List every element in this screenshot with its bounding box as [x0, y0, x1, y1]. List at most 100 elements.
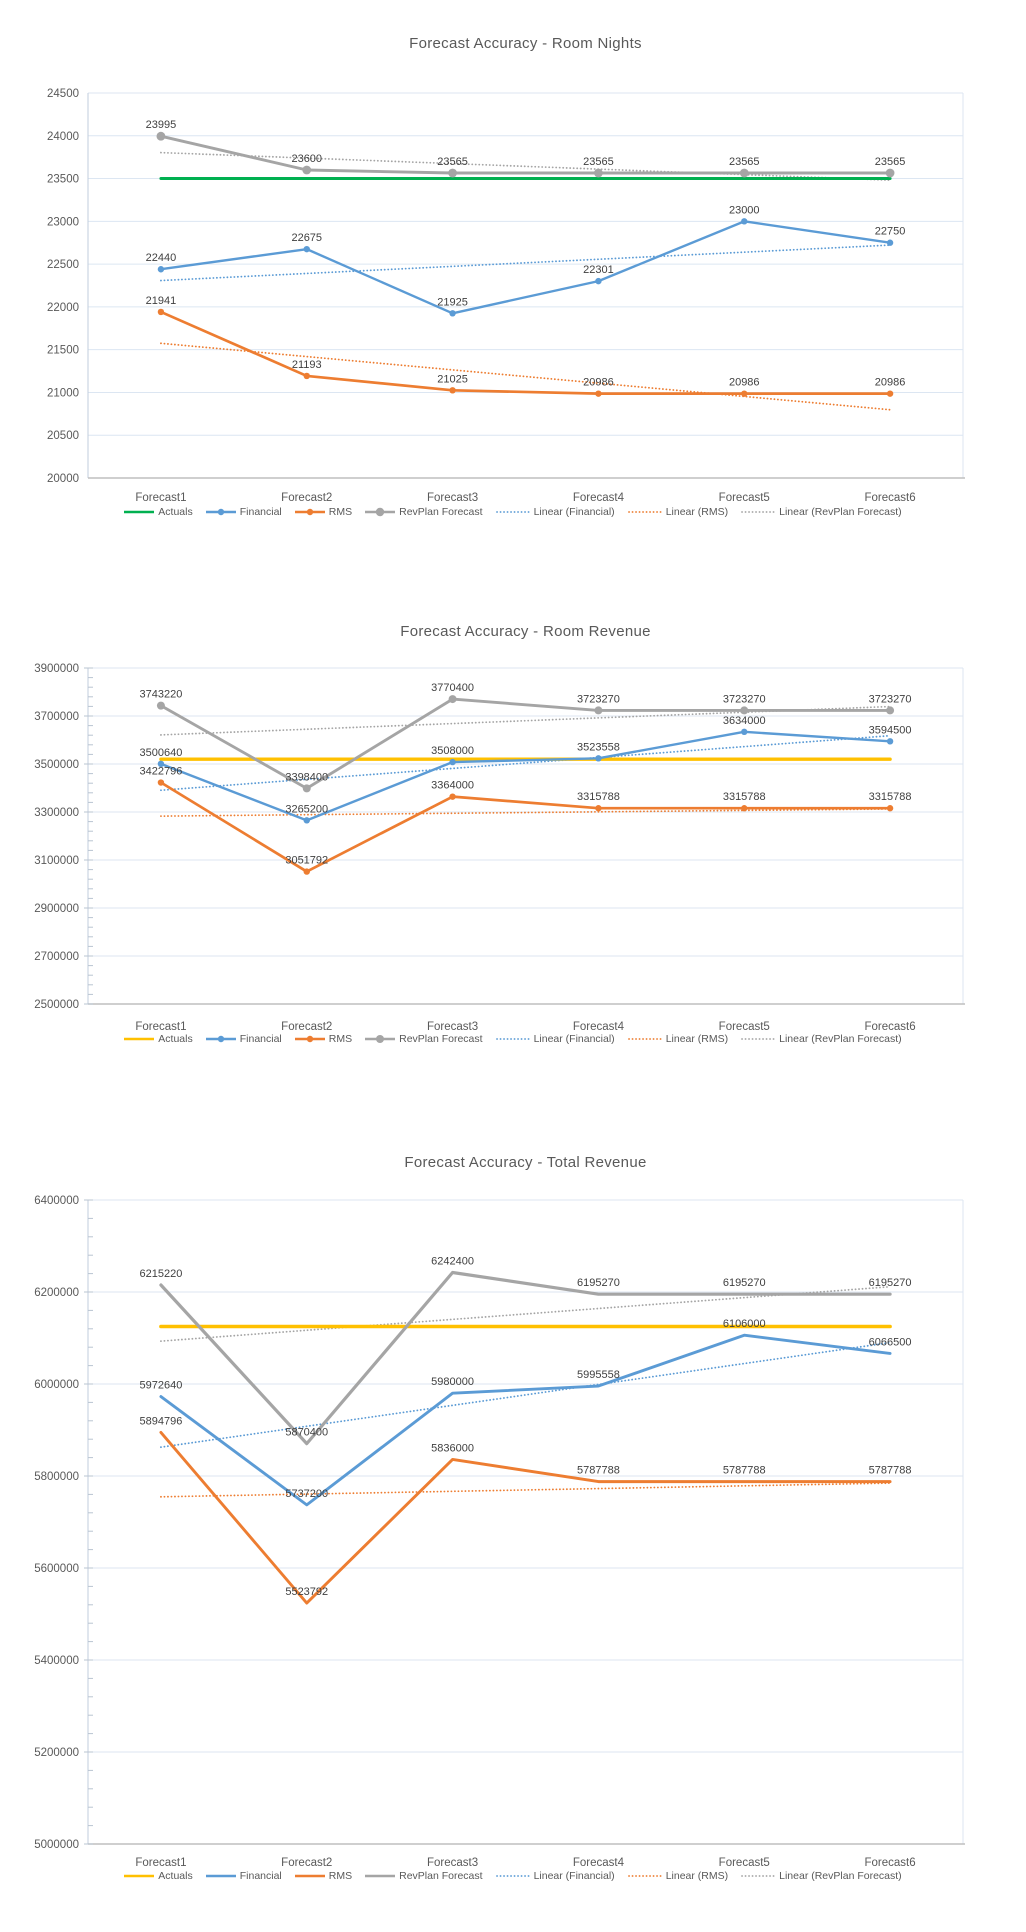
legend-swatch: [365, 1035, 396, 1043]
series-marker-financial: [303, 245, 310, 253]
series-marker-rms: [303, 868, 310, 875]
legend-item-actuals: Actuals: [124, 1033, 193, 1045]
y-tick-label: 20500: [47, 430, 79, 442]
legend-label: Financial: [239, 1870, 282, 1882]
data-label: 3422796: [140, 766, 183, 778]
series-marker-revplan-forecast: [302, 784, 311, 793]
trendline-linear-financial: [160, 1341, 891, 1449]
series-marker-rms: [449, 793, 456, 800]
data-label: 23565: [875, 156, 906, 168]
legend-swatch: [124, 1037, 155, 1041]
legend-swatch: [124, 510, 155, 514]
series-line-revplan-forecast: [159, 1270, 892, 1446]
legend-swatch: [294, 508, 325, 516]
data-label: 5787788: [723, 1465, 766, 1477]
y-tick-label: 5600000: [34, 1563, 79, 1575]
series-line-financial: [159, 1333, 892, 1507]
data-label: 23600: [291, 153, 322, 165]
y-tick-label: 24000: [47, 131, 79, 143]
x-axis-label: Forecast5: [719, 1021, 770, 1033]
x-axis-label: Forecast1: [135, 1857, 186, 1869]
legend-item-actuals: Actuals: [124, 1870, 193, 1882]
x-axis-label: Forecast4: [573, 492, 625, 504]
y-tick-label: 21500: [47, 345, 79, 357]
data-label: 21025: [437, 373, 468, 385]
data-label: 20986: [729, 377, 760, 389]
data-label: 23995: [146, 119, 177, 131]
y-tick-label: 22500: [47, 259, 79, 271]
data-label: 3398400: [285, 771, 328, 783]
trendline-linear-financial: [160, 734, 891, 792]
data-label: 22750: [875, 226, 906, 238]
legend-swatch: [741, 1875, 776, 1877]
series-marker-financial: [157, 266, 165, 273]
x-axis-label: Forecast3: [427, 1857, 478, 1869]
data-label: 23000: [729, 204, 760, 216]
series-line-rms: [159, 781, 892, 873]
series-marker-revplan-forecast: [302, 165, 312, 175]
series-marker-rms: [741, 390, 748, 397]
data-label: 3500640: [140, 747, 183, 759]
data-label: 3723270: [869, 693, 912, 705]
trendline-linear-rms: [160, 1482, 891, 1498]
data-label: 21193: [292, 359, 322, 371]
series-marker-rms: [886, 805, 894, 812]
x-axis-label: Forecast3: [427, 1021, 478, 1033]
y-tick-label: 20000: [47, 473, 79, 485]
legend-label: Linear (Financial): [533, 506, 615, 518]
data-label: 5972640: [140, 1380, 183, 1392]
chart-legend: Actuals Financial RMS RevPlan Forecast Linea…: [40, 506, 986, 518]
legend-swatch: [205, 508, 236, 516]
x-axis-label: Forecast1: [135, 492, 186, 504]
trendline-linear-rms: [160, 342, 891, 411]
legend-item-linear-revplan-forecast: Linear (RevPlan Forecast): [741, 1033, 902, 1045]
legend-label: RevPlan Forecast: [399, 506, 483, 518]
legend-label: Linear (Financial): [533, 1033, 615, 1045]
series-line-revplan-forecast: [159, 697, 892, 790]
data-label: 3594500: [869, 724, 912, 736]
trendline-linear-financial: [160, 244, 891, 282]
series-marker-revplan-forecast: [886, 706, 895, 715]
data-label: 5787788: [869, 1465, 912, 1477]
room-revenue-canvas: 2500000 2700000 2900000 3100000 3300000 35000…: [34, 663, 965, 1033]
data-label: 3265200: [285, 803, 328, 815]
y-tick-label: 23500: [47, 174, 79, 186]
legend-item-financial: Financial: [205, 1033, 282, 1045]
legend-item-financial: Financial: [205, 1870, 282, 1882]
data-label: 23565: [729, 156, 760, 168]
legend-label: Linear (RevPlan Forecast): [779, 1870, 902, 1882]
series-marker-financial: [741, 218, 748, 225]
data-label: 23565: [583, 156, 614, 168]
x-axis-label: Forecast4: [573, 1021, 625, 1033]
trendline-linear-revplan-forecast: [160, 151, 891, 182]
series-marker-revplan-forecast: [448, 695, 457, 704]
series-marker-rms: [157, 308, 165, 316]
y-tick-label: 3700000: [34, 711, 79, 723]
legend-swatch: [495, 1038, 530, 1040]
data-label: 5737200: [285, 1488, 328, 1500]
legend-label: Linear (RevPlan Forecast): [779, 506, 902, 518]
y-tick-label: 3900000: [34, 663, 79, 675]
room-nights-canvas: 20000 20500 21000 21500 22000 22500 23000 23500…: [47, 88, 965, 504]
legend-swatch: [294, 1874, 325, 1878]
y-tick-label: 6400000: [34, 1195, 79, 1207]
data-label: 6195270: [577, 1277, 620, 1289]
data-label: 3315788: [869, 791, 912, 803]
y-tick-label: 5400000: [34, 1655, 79, 1667]
series-line-rms: [159, 1430, 892, 1605]
series-marker-revplan-forecast: [156, 701, 165, 710]
chart-title: Forecast Accuracy - Room Revenue: [400, 623, 651, 640]
data-label: 3315788: [723, 791, 766, 803]
x-axis-label: Forecast4: [573, 1857, 625, 1869]
data-label: 20986: [583, 377, 614, 389]
legend-item-rms: RMS: [294, 1033, 352, 1045]
x-axis-label: Forecast5: [719, 1857, 770, 1869]
x-axis-label: Forecast2: [281, 1857, 332, 1869]
data-label: 5870400: [285, 1427, 328, 1439]
series-line-financial: [159, 730, 892, 822]
data-label: 22301: [583, 264, 614, 276]
series-marker-rms: [741, 805, 748, 812]
data-label: 22675: [291, 232, 322, 244]
legend-swatch: [627, 1875, 662, 1877]
